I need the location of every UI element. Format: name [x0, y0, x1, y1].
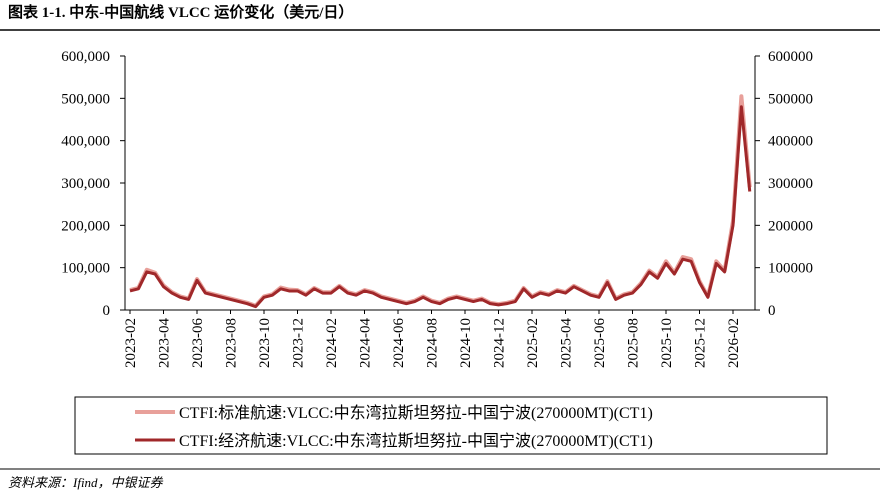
x-tick-label: 2023-04 — [157, 318, 173, 368]
x-tick-label: 2023-10 — [257, 318, 273, 368]
x-tick-label: 2023-06 — [190, 318, 206, 368]
x-tick-label: 2025-10 — [659, 318, 675, 368]
x-tick-label: 2024-12 — [492, 318, 508, 368]
x-tick-label: 2024-10 — [458, 318, 474, 368]
x-tick-label: 2025-08 — [626, 318, 642, 368]
x-tick-label: 2024-04 — [358, 318, 374, 368]
y2-tick-label: 200000 — [768, 218, 813, 234]
x-tick-label: 2025-12 — [693, 318, 709, 368]
legend-box — [74, 396, 828, 455]
y-tick-label: 100,000 — [61, 261, 110, 277]
legend-label: CTFI:经济航速:VLCC:中东湾拉斯坦努拉-中国宁波(270000MT)(C… — [179, 432, 653, 450]
x-tick-label: 2024-02 — [324, 318, 340, 368]
x-tick-label: 2025-02 — [525, 318, 541, 368]
x-tick-label: 2024-06 — [391, 318, 407, 368]
y-tick-label: 600,000 — [61, 49, 110, 65]
x-tick-label: 2025-04 — [559, 318, 575, 368]
x-tick-label: 2023-02 — [123, 318, 139, 368]
y2-tick-label: 0 — [768, 303, 776, 319]
source: 资料来源：Ifind，中银证券 — [8, 475, 164, 490]
x-tick-label: 2026-02 — [726, 318, 742, 368]
y2-tick-label: 400000 — [768, 134, 813, 150]
y-tick-label: 400,000 — [61, 134, 110, 150]
chart-title: 图表 1-1. 中东-中国航线 VLCC 运价变化（美元/日） — [8, 3, 353, 21]
series-line — [129, 105, 752, 309]
y2-tick-label: 500000 — [768, 91, 813, 107]
y2-tick-label: 300000 — [768, 176, 813, 192]
y-tick-label: 500,000 — [61, 91, 110, 107]
y-tick-label: 200,000 — [61, 218, 110, 234]
legend-label: CTFI:标准航速:VLCC:中东湾拉斯坦努拉-中国宁波(270000MT)(C… — [179, 404, 653, 422]
x-tick-label: 2023-12 — [291, 318, 307, 368]
x-tick-label: 2023-08 — [224, 318, 240, 368]
x-tick-label: 2024-08 — [425, 318, 441, 368]
y2-tick-label: 600000 — [768, 49, 813, 65]
y2-tick-label: 100000 — [768, 261, 813, 277]
y-tick-label: 300,000 — [61, 176, 110, 192]
y-tick-label: 0 — [103, 303, 111, 319]
x-tick-label: 2025-06 — [592, 318, 608, 368]
series-line — [129, 94, 752, 308]
